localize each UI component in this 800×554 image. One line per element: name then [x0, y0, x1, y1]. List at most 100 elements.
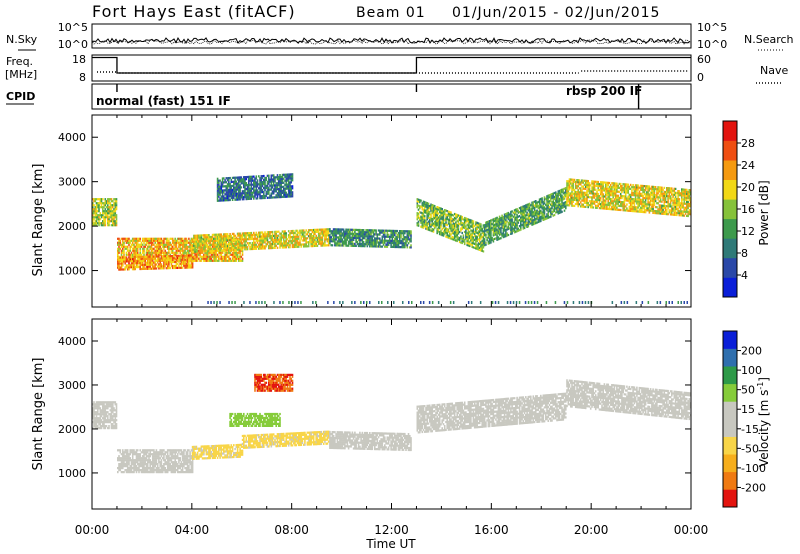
echo-cell: [339, 242, 341, 245]
echo-cell: [287, 191, 290, 194]
echo-cell: [93, 224, 95, 227]
echo-cell: [498, 223, 501, 226]
echo-cell: [579, 205, 582, 208]
echo-cell: [335, 242, 337, 245]
echo-cell: [579, 183, 582, 186]
echo-cell: [561, 206, 563, 209]
echo-cell: [238, 238, 240, 241]
echo-cell: [159, 247, 161, 250]
echo-cell: [440, 229, 442, 232]
echo-cell: [578, 191, 581, 194]
echo-cell: [228, 199, 230, 202]
echo-cell: [249, 238, 251, 241]
echo-cell: [396, 245, 399, 249]
echo-cell: [175, 247, 178, 250]
echo-cell: [164, 261, 166, 264]
echo-cell: [492, 220, 495, 223]
echo-cell: [466, 235, 468, 239]
echo-cell: [324, 244, 326, 247]
echo-cell: [351, 242, 354, 245]
echo-cell: [268, 190, 270, 193]
echo-cell: [527, 219, 530, 222]
echo-cell: [219, 179, 221, 182]
echo-cell: [327, 228, 330, 231]
echo-cell: [170, 247, 173, 250]
echo-cell: [486, 239, 488, 242]
echo-cell: [316, 230, 319, 233]
echo-cell: [563, 203, 566, 206]
echo-cell: [145, 263, 148, 266]
echo-cell: [241, 242, 244, 245]
echo-cell: [601, 191, 603, 194]
echo-cell: [372, 239, 375, 242]
echo-cell: [322, 242, 325, 245]
echo-cell: [349, 230, 351, 233]
echo-cell: [115, 206, 118, 209]
echo-cell: [289, 183, 291, 186]
echo-cell: [241, 249, 244, 252]
echo-cell: [553, 191, 556, 195]
echo-cell: [134, 241, 136, 244]
echo-cell: [220, 259, 223, 262]
echo-cell: [490, 233, 492, 236]
echo-cell: [243, 198, 245, 201]
echo-cell: [122, 241, 124, 244]
echo-cell: [525, 222, 527, 225]
echo-cell: [394, 237, 396, 241]
echo-cell: [160, 249, 163, 252]
echo-cell: [416, 212, 419, 215]
echo-cell: [426, 214, 428, 217]
echo-cell: [510, 224, 512, 227]
echo-cell: [234, 244, 236, 247]
echo-cell: [482, 250, 485, 253]
echo-cell: [356, 242, 359, 246]
echo-cell: [289, 236, 291, 239]
echo-cell: [118, 251, 120, 254]
echo-cell: [347, 240, 350, 243]
echo-cell: [194, 250, 196, 253]
echo-cell: [203, 240, 205, 243]
echo-cell: [185, 243, 188, 246]
echo-cell: [186, 247, 189, 250]
echo-cell: [515, 230, 517, 233]
echo-cell: [114, 220, 117, 223]
echo-cell: [594, 194, 597, 197]
echo-cell: [291, 191, 294, 194]
echo-cell: [93, 204, 95, 207]
echo-cell: [171, 256, 174, 260]
echo-cell: [523, 212, 526, 216]
echo-cell: [104, 202, 107, 205]
echo-cell: [191, 254, 194, 257]
echo-cell: [196, 238, 199, 241]
echo-cell: [511, 218, 513, 221]
echo-cell: [392, 241, 395, 244]
echo-cell: [234, 192, 236, 195]
echo-cell: [245, 194, 248, 197]
echo-cell: [118, 245, 120, 248]
echo-cell: [279, 246, 281, 249]
beam-label: Beam 01: [356, 5, 426, 21]
echo-cell: [179, 257, 181, 260]
echo-cell: [143, 247, 145, 250]
echo-cell: [129, 247, 131, 250]
echo-cell: [223, 255, 225, 258]
echo-cell: [425, 203, 427, 206]
echo-cell: [99, 218, 102, 221]
echo-cell: [186, 241, 189, 244]
echo-cell: [492, 224, 495, 227]
echo-cell: [170, 243, 173, 246]
echo-cell: [113, 216, 115, 219]
echo-cell: [497, 232, 500, 235]
echo-cell: [225, 181, 228, 184]
echo-cell: [435, 211, 437, 214]
echo-cell: [527, 221, 530, 224]
echo-cell: [560, 207, 562, 210]
echo-cell: [601, 201, 603, 204]
echo-cell: [238, 196, 240, 199]
echo-cell: [246, 189, 249, 193]
echo-cell: [126, 237, 129, 240]
echo-cell: [156, 237, 159, 240]
echo-cell: [199, 251, 201, 254]
echo-cell: [302, 237, 305, 240]
echo-cell: [270, 237, 273, 240]
